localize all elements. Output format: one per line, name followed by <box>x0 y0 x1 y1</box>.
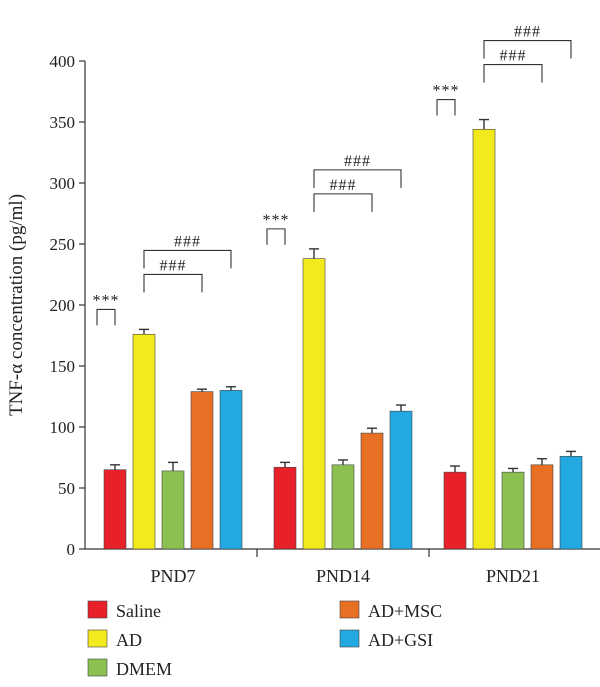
y-tick-label: 0 <box>67 540 76 559</box>
significance-bracket <box>436 99 456 116</box>
legend-swatch <box>87 629 108 648</box>
bar <box>219 390 243 550</box>
significance-bracket <box>143 249 232 269</box>
significance-bracket <box>313 169 402 188</box>
bar <box>103 469 127 550</box>
legend-swatch <box>339 600 360 619</box>
significance-bracket <box>313 193 373 212</box>
significance-label: ### <box>344 153 371 170</box>
y-tick-label: 300 <box>50 174 76 193</box>
y-tick-label: 50 <box>58 479 75 498</box>
significance-label: ### <box>174 233 201 250</box>
legend-swatch <box>87 658 108 677</box>
y-axis-label: TNF-α concentration (pg/ml) <box>6 194 27 416</box>
bar <box>132 333 156 550</box>
significance-label: *** <box>93 292 120 309</box>
legend-label: DMEM <box>116 659 172 679</box>
x-axis: PND7 PND14 PND21 <box>85 548 600 586</box>
y-tick-label: 200 <box>50 296 76 315</box>
significance-label: ### <box>330 177 357 194</box>
significance-label: *** <box>433 83 460 100</box>
legend: Saline AD DMEM AD+MSC AD+GSI <box>87 600 442 679</box>
y-tick-label: 400 <box>50 52 76 71</box>
bar <box>443 471 467 550</box>
y-axis: 0 50 100 150 200 250 300 350 400 <box>50 52 86 559</box>
significance-label: *** <box>263 212 290 229</box>
legend-label: Saline <box>116 601 161 621</box>
bar <box>530 464 554 550</box>
legend-label: AD+GSI <box>368 630 433 650</box>
significance-bracket <box>483 64 543 83</box>
bar <box>331 464 355 550</box>
y-tick-label: 350 <box>50 113 76 132</box>
bar <box>389 410 413 550</box>
x-category-label: PND14 <box>316 566 370 586</box>
legend-label: AD <box>116 630 142 650</box>
significance-brackets: *** ### ### *** ### ### *** ### ### <box>93 24 572 326</box>
bar <box>559 455 583 550</box>
bar <box>302 258 326 550</box>
legend-swatch <box>339 629 360 648</box>
x-category-label: PND21 <box>486 566 540 586</box>
bar <box>273 466 297 550</box>
bar <box>190 391 214 550</box>
significance-bracket <box>143 273 203 293</box>
significance-bracket <box>266 228 286 245</box>
bar <box>161 470 185 550</box>
legend-label: AD+MSC <box>368 601 442 621</box>
bars <box>103 118 583 550</box>
y-tick-label: 100 <box>50 418 76 437</box>
y-tick-label: 250 <box>50 235 76 254</box>
bar <box>501 471 525 550</box>
bar <box>360 432 384 550</box>
legend-swatch <box>87 600 108 619</box>
significance-bracket <box>96 308 116 326</box>
significance-label: ### <box>500 48 527 65</box>
significance-label: ### <box>160 257 187 274</box>
bar <box>472 129 496 550</box>
significance-label: ### <box>514 24 541 41</box>
x-category-label: PND7 <box>150 566 195 586</box>
significance-bracket <box>483 40 572 59</box>
y-tick-label: 150 <box>50 357 76 376</box>
